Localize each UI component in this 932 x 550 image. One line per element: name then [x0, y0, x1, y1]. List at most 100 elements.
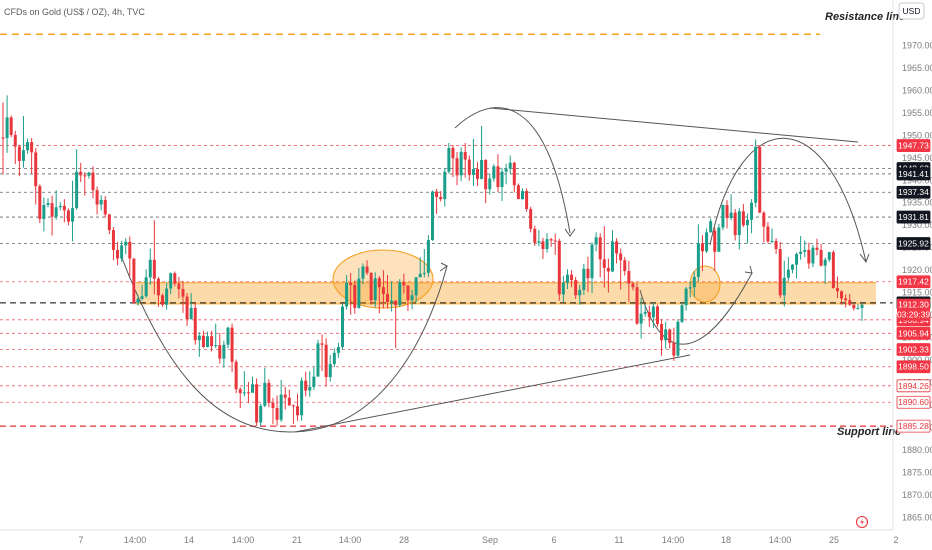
candle[interactable]	[165, 282, 169, 310]
candle[interactable]	[803, 240, 807, 258]
candle[interactable]	[578, 284, 582, 305]
candle[interactable]	[610, 230, 614, 272]
candle[interactable]	[373, 272, 377, 308]
candle[interactable]	[664, 321, 668, 349]
candle[interactable]	[741, 204, 745, 228]
candle[interactable]	[672, 327, 676, 361]
candle[interactable]	[447, 142, 451, 174]
candle[interactable]	[296, 393, 300, 421]
candle[interactable]	[357, 267, 361, 309]
candle[interactable]	[831, 250, 835, 289]
candle[interactable]	[750, 199, 754, 234]
candle[interactable]	[541, 237, 545, 259]
candle[interactable]	[700, 235, 704, 272]
candle[interactable]	[570, 270, 574, 288]
candle[interactable]	[156, 276, 160, 307]
candle[interactable]	[586, 256, 590, 293]
candle[interactable]	[504, 163, 508, 185]
candle[interactable]	[655, 304, 659, 327]
candle[interactable]	[271, 397, 275, 425]
candle[interactable]	[758, 145, 762, 214]
candle[interactable]	[635, 283, 639, 325]
candle[interactable]	[26, 138, 30, 154]
candle[interactable]	[246, 382, 250, 404]
candle[interactable]	[369, 272, 373, 305]
currency-button-label[interactable]: USD	[903, 6, 921, 16]
candle[interactable]	[533, 225, 537, 246]
candle[interactable]	[852, 304, 856, 311]
candle[interactable]	[516, 183, 520, 200]
candle[interactable]	[508, 155, 512, 174]
candle[interactable]	[87, 171, 91, 179]
candle[interactable]	[189, 293, 193, 320]
candle[interactable]	[500, 167, 504, 201]
candle[interactable]	[762, 211, 766, 243]
candle[interactable]	[132, 258, 136, 305]
candle[interactable]	[116, 241, 120, 266]
candle[interactable]	[54, 190, 58, 220]
candle[interactable]	[42, 197, 46, 232]
candle[interactable]	[83, 172, 87, 196]
candle[interactable]	[737, 208, 741, 250]
candle[interactable]	[553, 233, 557, 255]
candle[interactable]	[467, 155, 471, 181]
candle[interactable]	[582, 263, 586, 295]
candle[interactable]	[58, 201, 62, 211]
candle[interactable]	[606, 258, 610, 293]
candle[interactable]	[148, 248, 152, 285]
candle[interactable]	[721, 204, 725, 231]
candle[interactable]	[811, 244, 815, 267]
candle[interactable]	[627, 260, 631, 303]
candle[interactable]	[201, 330, 205, 348]
candle[interactable]	[496, 154, 500, 192]
candle[interactable]	[774, 238, 778, 254]
candlesticks[interactable]	[1, 95, 864, 427]
candle[interactable]	[128, 236, 132, 276]
candle[interactable]	[226, 326, 230, 349]
candle[interactable]	[631, 281, 635, 291]
candle[interactable]	[38, 184, 42, 223]
candle[interactable]	[418, 257, 422, 278]
candle[interactable]	[386, 275, 390, 309]
candle[interactable]	[140, 284, 144, 301]
candle[interactable]	[651, 302, 655, 329]
candle[interactable]	[377, 275, 381, 314]
candle[interactable]	[345, 275, 349, 310]
lightning-icon[interactable]	[855, 515, 869, 529]
candle[interactable]	[431, 190, 434, 241]
candle[interactable]	[324, 338, 328, 387]
candle[interactable]	[5, 95, 9, 153]
candle[interactable]	[177, 276, 181, 299]
candle[interactable]	[696, 224, 700, 282]
candle[interactable]	[46, 198, 50, 208]
candle[interactable]	[291, 404, 295, 424]
candle[interactable]	[242, 371, 246, 397]
candle[interactable]	[50, 195, 54, 236]
candle[interactable]	[353, 280, 357, 314]
candle[interactable]	[124, 238, 128, 255]
candle[interactable]	[676, 319, 680, 358]
candle[interactable]	[193, 302, 197, 345]
candle[interactable]	[488, 173, 492, 195]
candle[interactable]	[381, 270, 385, 309]
candle[interactable]	[598, 233, 602, 278]
candle[interactable]	[394, 300, 398, 348]
candle[interactable]	[537, 230, 541, 247]
candle[interactable]	[709, 218, 713, 233]
candle[interactable]	[9, 115, 13, 138]
candle[interactable]	[1, 102, 5, 175]
candle[interactable]	[304, 371, 308, 397]
candle[interactable]	[484, 159, 488, 204]
candle[interactable]	[79, 162, 83, 183]
candle[interactable]	[717, 223, 721, 253]
candle[interactable]	[725, 200, 729, 229]
candle[interactable]	[275, 395, 279, 427]
candle[interactable]	[754, 139, 758, 208]
candle[interactable]	[312, 366, 316, 391]
candle[interactable]	[62, 199, 66, 223]
candle[interactable]	[206, 331, 210, 348]
candle[interactable]	[161, 293, 165, 307]
candle[interactable]	[480, 125, 484, 180]
candle[interactable]	[713, 227, 717, 272]
